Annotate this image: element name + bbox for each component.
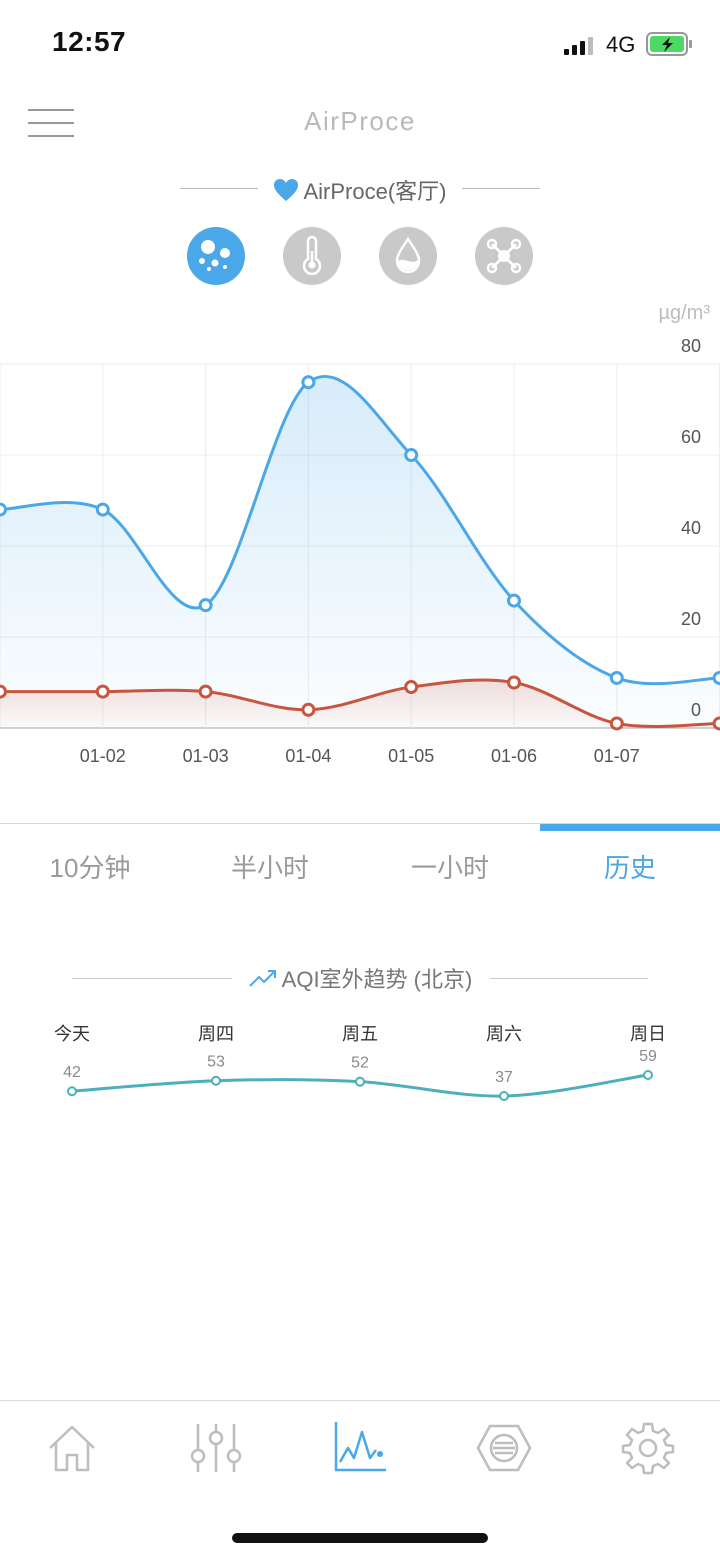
- home-indicator: [232, 1533, 488, 1543]
- molecule-icon: [486, 238, 522, 274]
- series-1-line: [0, 678, 720, 728]
- y-tick-label: 40: [681, 518, 701, 538]
- divider-left: [180, 188, 258, 189]
- nav-charts-button[interactable]: [330, 1418, 390, 1478]
- water-drop-icon: [395, 236, 421, 274]
- metric-particles-button[interactable]: [187, 227, 245, 285]
- aqi-value-label: 37: [495, 1069, 513, 1086]
- series-0-point[interactable]: [507, 593, 521, 608]
- series-0-area: [0, 376, 720, 728]
- series-0-point[interactable]: [95, 502, 110, 517]
- aqi-trend-title: AQI室外趋势 (北京): [281, 967, 473, 992]
- nav-filter-button[interactable]: [474, 1418, 534, 1478]
- thermometer-icon: [302, 235, 322, 276]
- chart-unit: µg/m³: [658, 302, 710, 324]
- nav-divider: [0, 1400, 720, 1401]
- gear-icon: [621, 1422, 675, 1475]
- aqi-trend-point: [643, 1070, 653, 1080]
- trend-day-label: 周四: [198, 1024, 234, 1044]
- aqi-trend-point: [211, 1075, 221, 1086]
- nav-home-button[interactable]: [42, 1418, 102, 1478]
- chart-line-icon: [334, 1422, 386, 1472]
- y-tick-label: 60: [681, 427, 701, 447]
- status-time: 12:57: [52, 26, 127, 57]
- series-0-point[interactable]: [712, 670, 720, 685]
- aqi-trend-chart: 今天 周四 周五 周六 周日 42 53 52 37 59: [54, 1024, 666, 1101]
- tabs-divider: [0, 823, 720, 824]
- nav-settings-button[interactable]: [618, 1418, 678, 1478]
- series-1-point[interactable]: [301, 702, 316, 717]
- series-0-point[interactable]: [609, 670, 624, 685]
- menu-icon[interactable]: [28, 108, 76, 138]
- aqi-trend-point: [67, 1086, 77, 1097]
- aqi-value-label: 53: [207, 1054, 225, 1071]
- series-1-point[interactable]: [0, 684, 7, 699]
- sliders-icon: [190, 1424, 242, 1472]
- series-1-point[interactable]: [95, 684, 110, 699]
- divider-right: [462, 188, 540, 189]
- pm-history-chart: 0 20 40 60 80 01-02 01-03 01-04 01-05 01-06 01-07: [0, 336, 720, 766]
- trend-day-label: 周日: [630, 1024, 666, 1044]
- device-selector[interactable]: AirProce(客厅): [0, 174, 720, 208]
- aqi-trend-point: [499, 1091, 509, 1101]
- x-tick-label: 01-05: [388, 746, 434, 766]
- series-0-point[interactable]: [301, 375, 316, 390]
- x-tick-label: 01-02: [80, 746, 126, 766]
- x-tick-label: 01-07: [594, 746, 640, 766]
- trend-day-label: 周六: [486, 1024, 522, 1044]
- app-title: AirProce: [304, 106, 416, 136]
- metric-temperature-button[interactable]: [283, 227, 341, 285]
- series-1-point[interactable]: [507, 675, 521, 690]
- device-name: AirProce(客厅): [303, 179, 447, 204]
- series-1-point[interactable]: [198, 684, 213, 699]
- trend-divider-right: [490, 978, 648, 979]
- active-tab-indicator: [540, 824, 720, 831]
- series-1-point[interactable]: [712, 716, 720, 731]
- series-1-point[interactable]: [609, 716, 624, 731]
- metric-humidity-button[interactable]: [379, 227, 437, 285]
- network-type: 4G: [606, 32, 636, 57]
- nav-controls-button[interactable]: [186, 1418, 246, 1478]
- tab-10-minutes[interactable]: 10分钟: [49, 853, 131, 883]
- series-1-point[interactable]: [404, 680, 419, 695]
- y-tick-label: 0: [691, 700, 701, 720]
- series-0-line: [0, 374, 720, 686]
- x-tick-label: 01-06: [491, 746, 537, 766]
- particles-icon: [199, 240, 230, 271]
- aqi-trend-header: AQI室外趋势 (北京): [0, 962, 720, 994]
- trend-day-label: 今天: [54, 1024, 90, 1044]
- aqi-value-label: 59: [639, 1048, 657, 1065]
- aqi-trend-point: [355, 1076, 365, 1087]
- tab-one-hour[interactable]: 一小时: [410, 853, 489, 883]
- trend-day-label: 周五: [342, 1024, 378, 1044]
- trend-divider-left: [72, 978, 232, 979]
- battery-icon: [646, 32, 692, 56]
- trend-up-icon: [248, 970, 276, 987]
- series-0-point[interactable]: [404, 448, 419, 462]
- y-tick-label: 80: [681, 336, 701, 356]
- y-tick-label: 20: [681, 609, 701, 629]
- tab-half-hour[interactable]: 半小时: [230, 853, 309, 883]
- metric-molecule-button[interactable]: [475, 227, 533, 285]
- tab-history[interactable]: 历史: [603, 853, 656, 883]
- series-0-point[interactable]: [198, 598, 213, 613]
- home-icon: [49, 1425, 95, 1472]
- filter-hexagon-icon: [476, 1424, 532, 1472]
- x-tick-label: 01-03: [183, 746, 229, 766]
- signal-icon: [564, 37, 593, 55]
- x-tick-label: 01-04: [285, 746, 331, 766]
- series-0-point[interactable]: [0, 502, 7, 517]
- heart-icon: [274, 179, 299, 201]
- aqi-value-label: 42: [63, 1064, 81, 1081]
- aqi-value-label: 52: [351, 1055, 369, 1072]
